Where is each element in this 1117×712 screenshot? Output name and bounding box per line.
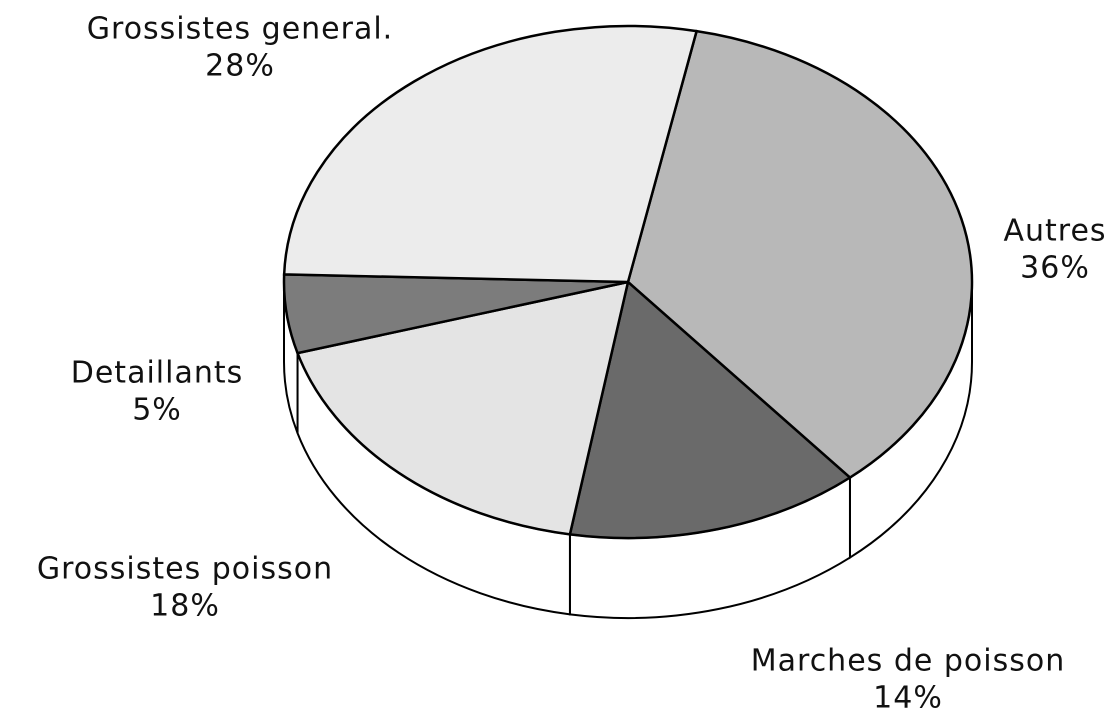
slice-value-label: 36%	[1020, 251, 1090, 286]
slice-value-label: 5%	[132, 393, 182, 428]
slice-label: Grossistes poisson	[37, 552, 333, 587]
slice-label: Marches de poisson	[751, 644, 1065, 679]
pie-slice	[295, 280, 630, 536]
pie-slice	[282, 24, 699, 284]
slice-value-label: 14%	[873, 681, 943, 712]
slice-label: Autres	[1003, 214, 1106, 249]
slice-label: Detaillants	[71, 356, 244, 391]
pie-slice	[626, 29, 974, 480]
slice-label: Grossistes general.	[87, 12, 393, 47]
pie-slice	[568, 279, 853, 540]
slice-value-label: 28%	[205, 49, 275, 84]
slice-value-label: 18%	[150, 589, 220, 624]
